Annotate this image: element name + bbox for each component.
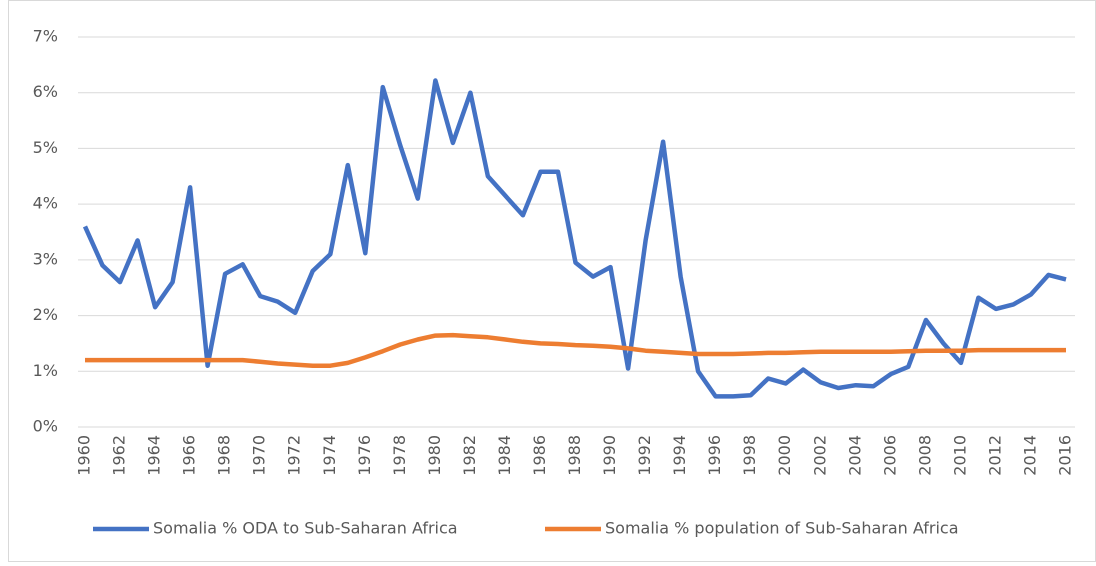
x-tick-label: 2016 [1056, 435, 1075, 476]
y-tick-label: 3% [33, 249, 58, 268]
y-tick-label: 2% [33, 305, 58, 324]
x-tick-label: 2010 [950, 435, 969, 476]
x-tick-label: 1968 [215, 435, 234, 476]
x-tick-label: 1990 [600, 435, 619, 476]
x-tick-label: 1964 [145, 435, 164, 476]
y-tick-label: 6% [33, 82, 58, 101]
x-tick-label: 1984 [495, 435, 514, 476]
y-tick-label: 7% [33, 27, 58, 46]
x-tick-label: 2006 [880, 435, 899, 476]
legend-label: Somalia % ODA to Sub-Saharan Africa [153, 519, 458, 538]
x-tick-label: 1988 [565, 435, 584, 476]
x-tick-label: 2012 [985, 435, 1004, 476]
x-tick-label: 2014 [1020, 435, 1039, 476]
y-tick-label: 4% [33, 194, 58, 213]
x-tick-label: 1982 [460, 435, 479, 476]
y-tick-label: 0% [33, 417, 58, 436]
x-tick-label: 1996 [705, 435, 724, 476]
x-tick-label: 1980 [425, 435, 444, 476]
legend-label: Somalia % population of Sub-Saharan Afri… [605, 519, 959, 538]
x-tick-label: 1994 [670, 435, 689, 476]
x-tick-label: 1998 [740, 435, 759, 476]
x-tick-label: 1974 [320, 435, 339, 476]
x-tick-label: 1970 [250, 435, 269, 476]
y-tick-label: 5% [33, 138, 58, 157]
x-tick-label: 2004 [845, 435, 864, 476]
x-tick-label: 1986 [530, 435, 549, 476]
x-tick-label: 1992 [635, 435, 654, 476]
series-line [85, 332, 1066, 368]
x-tick-label: 1976 [355, 435, 374, 476]
chart-frame [8, 0, 1096, 562]
y-tick-label: 1% [33, 361, 58, 380]
x-tick-label: 2000 [775, 435, 794, 476]
x-tick-label: 1972 [285, 435, 304, 476]
x-tick-label: 1960 [75, 435, 94, 476]
x-tick-label: 2002 [810, 435, 829, 476]
x-tick-label: 1978 [390, 435, 409, 476]
x-tick-label: 1966 [180, 435, 199, 476]
x-tick-label: 1962 [110, 435, 129, 476]
x-tick-label: 2008 [915, 435, 934, 476]
series-line [82, 78, 1067, 399]
